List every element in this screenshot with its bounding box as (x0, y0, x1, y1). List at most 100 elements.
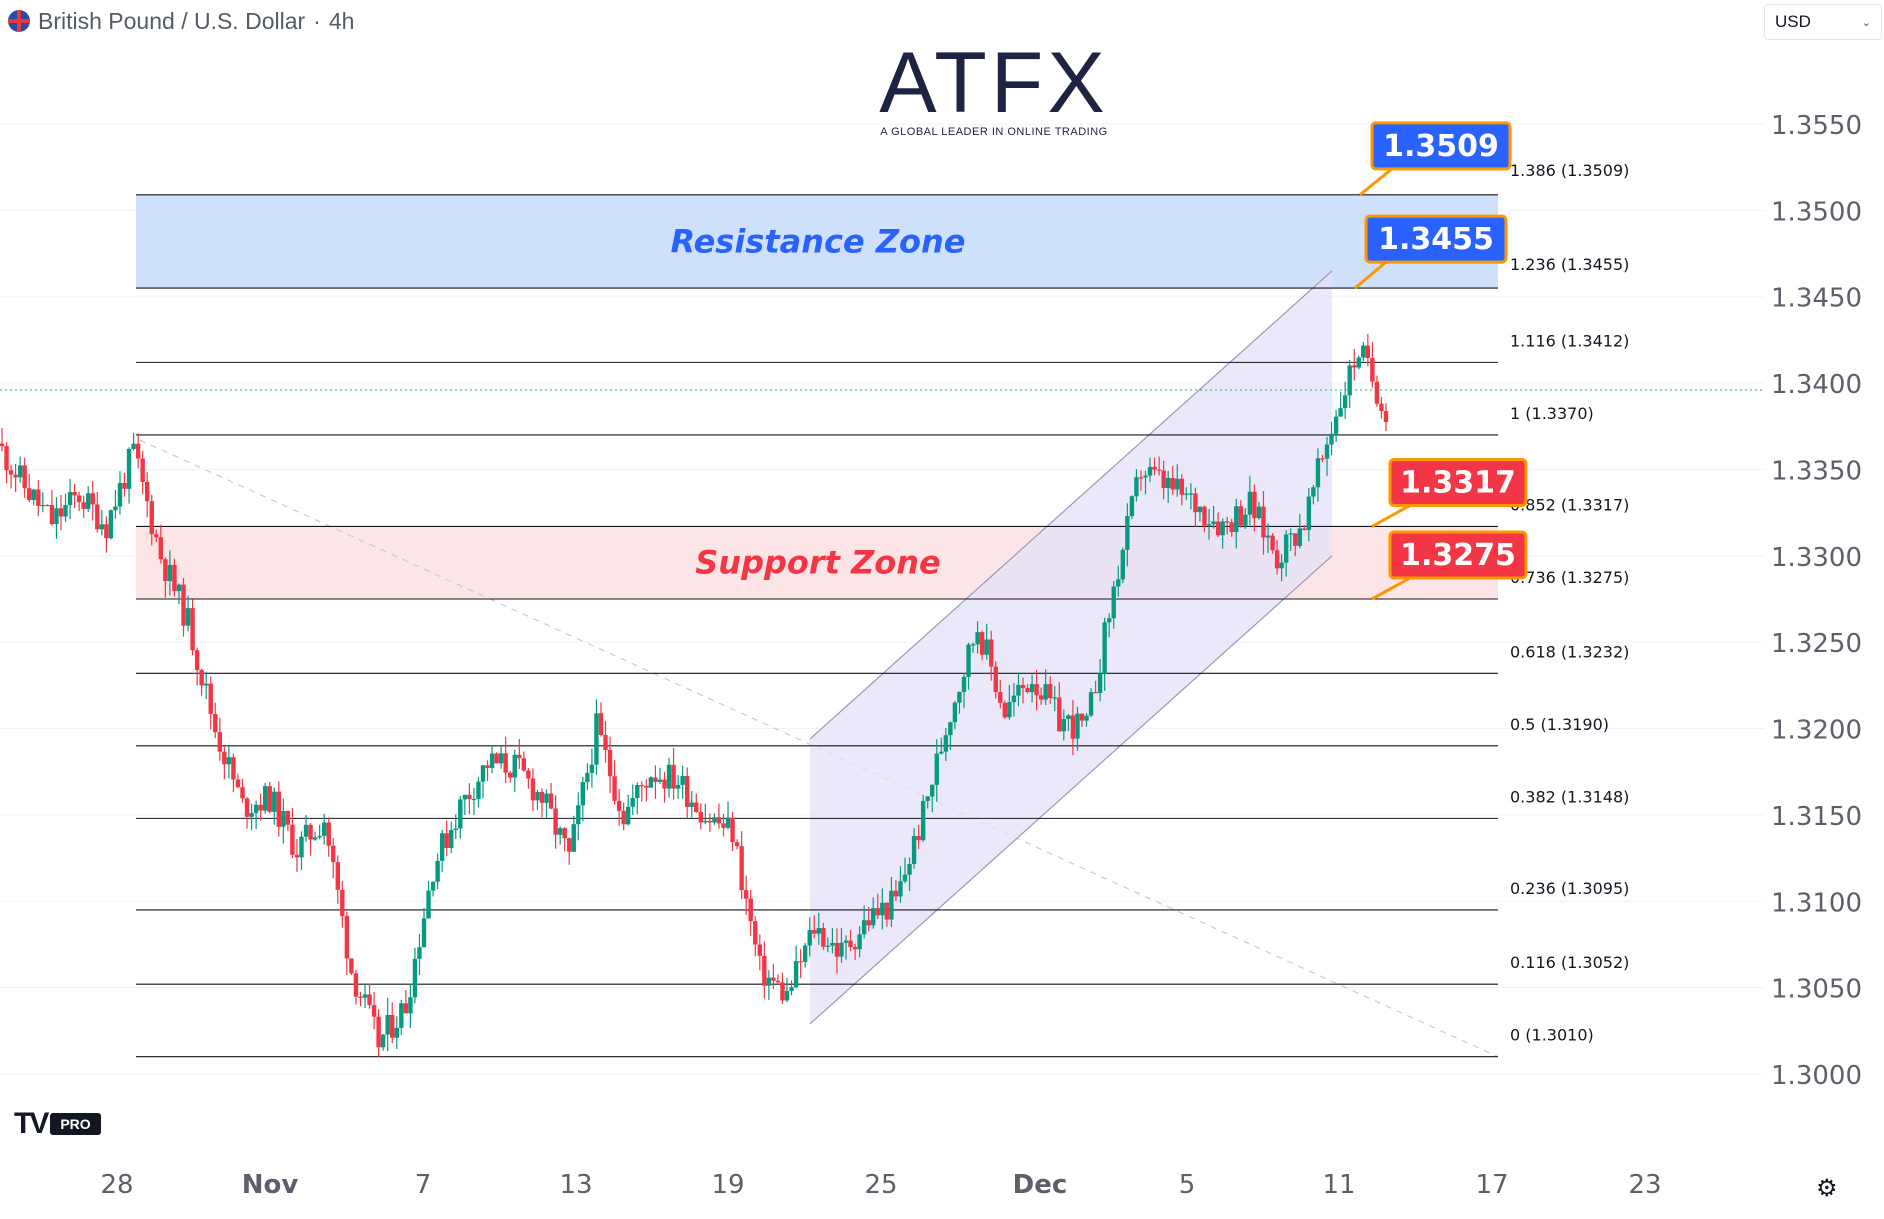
candle (185, 595, 191, 632)
candle-body (149, 501, 154, 535)
symbol-header[interactable]: British Pound / U.S. Dollar · 4h (8, 6, 354, 36)
candle-body (467, 794, 472, 800)
candle (126, 447, 132, 504)
candle (526, 768, 531, 789)
candle-body (1379, 403, 1384, 412)
candle (235, 773, 241, 789)
candle-body (780, 982, 785, 1001)
x-tick-label: 25 (864, 1170, 897, 1200)
candle-body (857, 934, 862, 950)
candle-body (671, 764, 676, 789)
candle (27, 474, 32, 503)
candle-body (1093, 692, 1098, 694)
candle (1084, 713, 1089, 727)
candle-body (1029, 684, 1035, 693)
candle (1220, 518, 1225, 549)
candle (861, 905, 867, 939)
candle-body (621, 810, 626, 825)
candle (1093, 680, 1098, 694)
candle-body (934, 753, 939, 785)
candle (390, 1002, 395, 1044)
currency-selector[interactable]: USD ⌄ (1764, 4, 1882, 40)
candle (707, 813, 713, 832)
candle (181, 578, 186, 637)
candle-body (176, 584, 182, 592)
candle (194, 647, 200, 686)
candle-body (1125, 516, 1130, 550)
candles (0, 333, 1389, 1058)
candle-body (126, 448, 132, 489)
candle-body (1088, 692, 1094, 716)
candle (852, 943, 858, 960)
candle (576, 792, 581, 841)
candle-body (839, 942, 844, 957)
candle (86, 486, 91, 513)
candle (1383, 403, 1389, 432)
callout-text: 1.3455 (1378, 222, 1494, 257)
candle-body (635, 785, 640, 799)
y-tick-label: 1.3450 (1771, 284, 1862, 314)
candle (807, 917, 812, 957)
candle-body (812, 930, 817, 934)
support-zone-label: Support Zone (695, 544, 941, 582)
candle (644, 779, 649, 802)
candle-body (775, 980, 781, 983)
candle-body (1061, 719, 1067, 732)
candle (1152, 457, 1157, 476)
candle (421, 907, 427, 948)
candle-body (86, 493, 91, 509)
candle-body (167, 564, 173, 581)
candle (802, 942, 808, 968)
candle (889, 876, 894, 927)
candle (884, 902, 890, 927)
callout-text: 1.3509 (1383, 129, 1499, 164)
candle-body (1293, 533, 1298, 546)
candle (1261, 491, 1266, 555)
candle (530, 768, 536, 812)
candle-body (1283, 534, 1289, 563)
candle-body (557, 828, 563, 835)
candle (911, 828, 917, 869)
candle-body (49, 505, 55, 525)
candle-body (766, 977, 772, 986)
resistance-zone (136, 194, 1498, 289)
settings-gear-icon[interactable]: ⚙ (1816, 1174, 1838, 1202)
y-tick-label: 1.3300 (1771, 543, 1862, 573)
candle-body (172, 564, 177, 592)
candle (1352, 348, 1357, 381)
callout-box (1370, 121, 1512, 171)
tv-mark-icon: TV (14, 1107, 49, 1140)
candle-body (1279, 562, 1284, 569)
candle-body (580, 782, 586, 806)
candle-body (825, 945, 831, 947)
candle-body (235, 779, 241, 788)
candle (535, 789, 540, 811)
candle (385, 997, 390, 1052)
candle-body (508, 772, 513, 778)
candle-body (213, 713, 218, 733)
candle-body (707, 820, 713, 823)
candle-body (421, 918, 427, 948)
candle (0, 427, 5, 452)
candle (1025, 684, 1030, 694)
candle (113, 489, 118, 519)
candle (476, 777, 481, 808)
candle-body (113, 506, 118, 511)
candle (1238, 500, 1243, 528)
x-tick-label: 13 (559, 1170, 592, 1200)
candle (244, 797, 250, 829)
candle (54, 497, 59, 539)
candle (607, 736, 613, 794)
candle-body (517, 754, 522, 759)
candle (626, 794, 631, 826)
candle (793, 945, 799, 989)
candle-body (458, 799, 463, 829)
candle (780, 972, 785, 1004)
candle (1066, 713, 1071, 732)
candle-body (998, 692, 1003, 703)
candle-body (8, 470, 14, 475)
candle-body (530, 778, 536, 801)
candle-body (312, 837, 318, 840)
candle-body (734, 842, 740, 847)
